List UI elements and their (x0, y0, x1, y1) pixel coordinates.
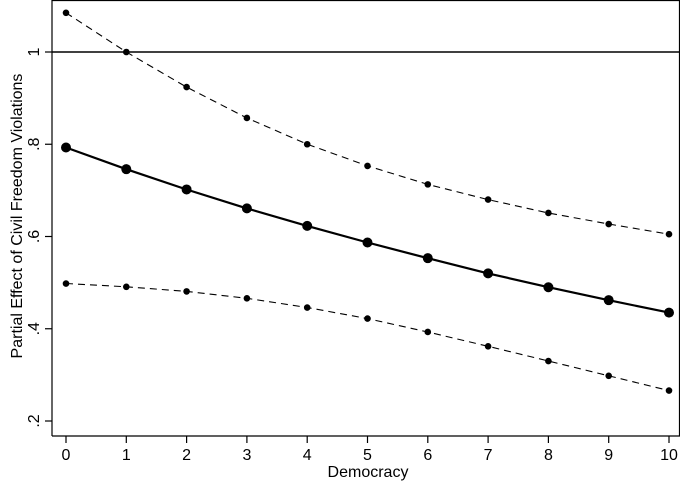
x-tick-label: 6 (423, 447, 432, 464)
data-point-estimate (182, 184, 192, 194)
x-tick-label: 9 (604, 447, 613, 464)
data-point-upper-ci (364, 163, 371, 170)
data-point-lower-ci (485, 343, 492, 350)
data-point-upper-ci (485, 196, 492, 203)
data-point-lower-ci (364, 315, 371, 322)
y-tick-label: .4 (26, 322, 43, 335)
x-tick-label: 2 (182, 447, 191, 464)
y-tick-label: .6 (26, 230, 43, 243)
data-point-upper-ci (244, 115, 251, 122)
data-point-upper-ci (63, 9, 70, 16)
data-point-lower-ci (425, 329, 432, 336)
data-point-upper-ci (666, 231, 673, 238)
x-tick-label: 5 (363, 447, 372, 464)
y-tick-label: .2 (26, 414, 43, 427)
data-point-estimate (121, 164, 131, 174)
data-point-lower-ci (304, 304, 311, 311)
data-point-lower-ci (666, 387, 673, 394)
data-point-lower-ci (605, 372, 612, 379)
data-point-upper-ci (183, 84, 190, 91)
y-axis-title: Partial Effect of Civil Freedom Violatio… (9, 74, 26, 359)
data-point-lower-ci (63, 280, 70, 287)
data-point-lower-ci (244, 295, 251, 302)
x-tick-label: 7 (484, 447, 493, 464)
data-point-upper-ci (123, 49, 130, 56)
x-tick-label: 8 (544, 447, 553, 464)
data-point-lower-ci (545, 358, 552, 365)
data-point-estimate (302, 221, 312, 231)
data-point-estimate (664, 308, 674, 318)
x-tick-label: 3 (242, 447, 251, 464)
data-point-estimate (242, 203, 252, 213)
y-tick-label: 1 (26, 47, 43, 56)
x-tick-label: 10 (660, 447, 678, 464)
data-point-lower-ci (123, 283, 130, 290)
data-point-estimate (483, 268, 493, 278)
data-point-estimate (363, 237, 373, 247)
x-tick-label: 1 (122, 447, 131, 464)
data-point-estimate (423, 253, 433, 263)
data-point-upper-ci (425, 181, 432, 188)
data-point-upper-ci (605, 221, 612, 228)
data-point-estimate (61, 142, 71, 152)
x-axis-title: Democracy (328, 464, 409, 481)
data-point-lower-ci (183, 288, 190, 295)
data-point-upper-ci (304, 141, 311, 148)
data-point-estimate (543, 282, 553, 292)
x-tick-label: 4 (303, 447, 312, 464)
data-point-upper-ci (545, 210, 552, 217)
x-tick-label: 0 (62, 447, 71, 464)
y-tick-label: .8 (26, 137, 43, 150)
data-point-estimate (604, 295, 614, 305)
